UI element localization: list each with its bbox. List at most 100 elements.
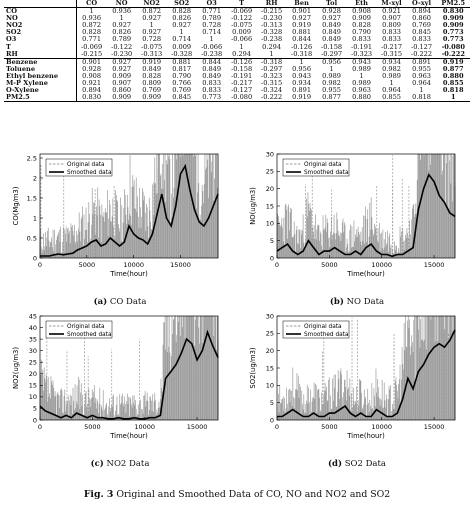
caption-no2-letter: (c) [90,459,104,469]
table-cell: 0.956 [316,57,347,66]
plot-area-frame [39,315,219,421]
x-axis-label: Time(hour) [109,432,148,440]
table-cell: 0.927 [142,14,162,23]
x-tick-label: 15000 [170,261,191,269]
table-cell: 0.833 [202,86,222,95]
x-tick-label: 0 [38,423,42,431]
table-cell: 0.833 [382,28,401,37]
table-cell: 0.830 [442,7,464,16]
legend-smoothed-label: Smoothed data [304,170,349,176]
table-cell: 1 [179,28,184,37]
table-row-label: O3 [6,35,17,44]
table-row-label: NO2 [6,21,23,30]
table-row-label: Toluene [6,64,36,73]
caption-no-letter: (b) [329,297,344,307]
table-cell: 0.769 [142,86,162,95]
y-tick-label: 10 [266,382,274,390]
caption-so2-text: SO2 Data [344,459,386,469]
table-row-label: CO [6,7,17,16]
table-cell: 0.771 [75,36,107,44]
table-row: CO 1 0.936 0.872 0.828 0.771 -0.069 -0.215 0.901… [4,7,470,16]
table-cell: -0.122 [231,14,253,23]
table-cell: -0.217 [380,42,403,51]
caption-so2: (d) SO2 Data [297,459,417,469]
caption-no2: (c) NO2 Data [60,459,180,469]
smoothed-data-line [276,173,456,258]
table-row-label: Benzene [4,57,77,66]
table-header-cell: NO [106,0,137,9]
table-cell: 1 [286,57,317,66]
co-data-chart: 0 5000 10000 15000 0 0.5 1 1.5 2 2.5 Time(hour) CO(… [12,153,219,278]
x-axis-label: Time(hour) [346,432,385,440]
table-header-cell: O-xyl [406,0,437,9]
table-cell: 0.880 [346,94,377,103]
x-tick-label: 10000 [371,423,392,431]
y-axis-label: SO2(ug/m3) [249,347,257,388]
table-cell: 0.964 [412,79,431,88]
table-cell: 1 [436,94,470,103]
legend: Original data Smoothed data [282,158,350,177]
original-data-series [276,316,456,420]
table-cell: 0.844 [196,57,227,66]
table-cell: 0.294 [262,42,282,51]
table-cell: 0.943 [346,57,377,66]
table-cell: 0.769 [412,21,431,30]
smoothed-data-line [39,329,219,420]
y-tick-label: 25 [266,330,274,338]
table-cell: 0.849 [322,21,342,30]
y-tick-label: 15 [29,382,37,390]
y-tick-label: 35 [29,335,37,343]
legend-original-label: Original data [67,162,105,168]
table-cell: 0.844 [292,35,312,44]
table-cell: 0.009 [232,28,252,37]
table-cell: 0.901 [75,57,107,66]
figure-caption-label: Fig. 3 [83,489,114,500]
table-cell: -0.126 [291,42,313,51]
table-cell: -0.191 [351,42,373,51]
table-cell: 0.817 [172,64,192,73]
table-header-cell: Tol [316,0,347,9]
caption-co-text: CO Data [109,297,147,307]
table-cell: 0.872 [75,22,107,30]
x-tick-label: 15000 [424,423,445,431]
y-tick-label: 30 [29,347,37,355]
table-cell: -0.323 [351,49,373,58]
table-cell: 0.789 [202,14,222,23]
table-header-cell: T [226,0,257,9]
table-cell: 0.909 [352,14,371,23]
table-cell: -0.222 [256,94,287,103]
table-cell: 0.943 [292,71,312,80]
table-cell: 1 [419,86,424,95]
y-tick-label: 0 [270,254,274,262]
table-row: Benzene 0.901 0.927 0.919 0.881 0.844 -0.126 -0… [4,57,470,66]
y-tick-label: 30 [266,150,274,158]
table-cell: 0.891 [292,86,312,95]
y-tick-label: 5 [33,405,37,413]
table-cell: -0.126 [226,57,257,66]
table-cell: 0.877 [316,94,347,103]
table-cell: 0.790 [352,28,371,37]
x-tick-label: 0 [38,261,42,269]
table-cell: 0.964 [382,86,401,95]
y-axis-label: CO(Mg/m3) [12,186,20,225]
table-cell: -0.230 [111,49,133,58]
y-tick-label: 20 [266,347,274,355]
table-cell: 0.894 [412,7,431,16]
x-tick-label: 15000 [187,423,208,431]
x-tick-label: 5000 [321,423,338,431]
table-cell: 0.894 [75,87,107,95]
table-header-cell: Eth [346,0,377,9]
legend: Original data Smoothed data [45,320,113,339]
y-tick-label: 20 [266,185,274,193]
table-cell: 0.849 [322,28,342,37]
table-cell: 0.872 [142,7,162,16]
table-cell: 0.989 [322,71,342,80]
table-header-cell: Ben [286,0,317,9]
legend: Original data Smoothed data [282,320,350,339]
table-cell: -0.328 [171,49,193,58]
table-cell: 0.955 [412,64,431,73]
table-cell: 0.989 [352,79,371,88]
table-row-label: Ethyl benzene [6,71,59,80]
table-cell: 1 [269,49,274,58]
table-cell: 0.982 [382,64,401,73]
